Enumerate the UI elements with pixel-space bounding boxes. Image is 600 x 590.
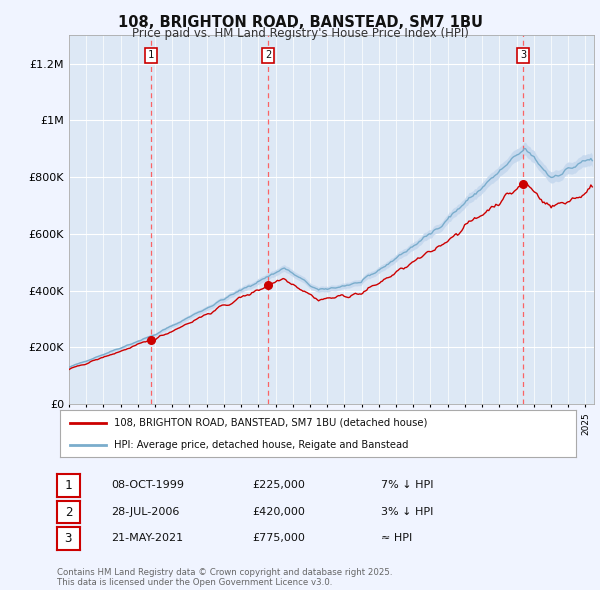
Text: 28-JUL-2006: 28-JUL-2006 — [111, 507, 179, 516]
Text: Contains HM Land Registry data © Crown copyright and database right 2025.
This d: Contains HM Land Registry data © Crown c… — [57, 568, 392, 587]
Text: HPI: Average price, detached house, Reigate and Banstead: HPI: Average price, detached house, Reig… — [114, 441, 409, 450]
Text: £775,000: £775,000 — [252, 533, 305, 543]
Text: 108, BRIGHTON ROAD, BANSTEAD, SM7 1BU (detached house): 108, BRIGHTON ROAD, BANSTEAD, SM7 1BU (d… — [114, 418, 428, 428]
Text: 3: 3 — [65, 532, 72, 545]
Text: 3: 3 — [520, 50, 526, 60]
Text: Price paid vs. HM Land Registry's House Price Index (HPI): Price paid vs. HM Land Registry's House … — [131, 27, 469, 40]
Text: 08-OCT-1999: 08-OCT-1999 — [111, 480, 184, 490]
Text: 108, BRIGHTON ROAD, BANSTEAD, SM7 1BU: 108, BRIGHTON ROAD, BANSTEAD, SM7 1BU — [118, 15, 482, 30]
Text: £225,000: £225,000 — [252, 480, 305, 490]
Text: 2: 2 — [65, 506, 72, 519]
Text: 1: 1 — [148, 50, 154, 60]
Text: 21-MAY-2021: 21-MAY-2021 — [111, 533, 183, 543]
Text: 3% ↓ HPI: 3% ↓ HPI — [381, 507, 433, 516]
Text: £420,000: £420,000 — [252, 507, 305, 516]
Text: 2: 2 — [265, 50, 271, 60]
Text: 1: 1 — [65, 479, 72, 492]
Text: 7% ↓ HPI: 7% ↓ HPI — [381, 480, 433, 490]
Text: ≈ HPI: ≈ HPI — [381, 533, 412, 543]
